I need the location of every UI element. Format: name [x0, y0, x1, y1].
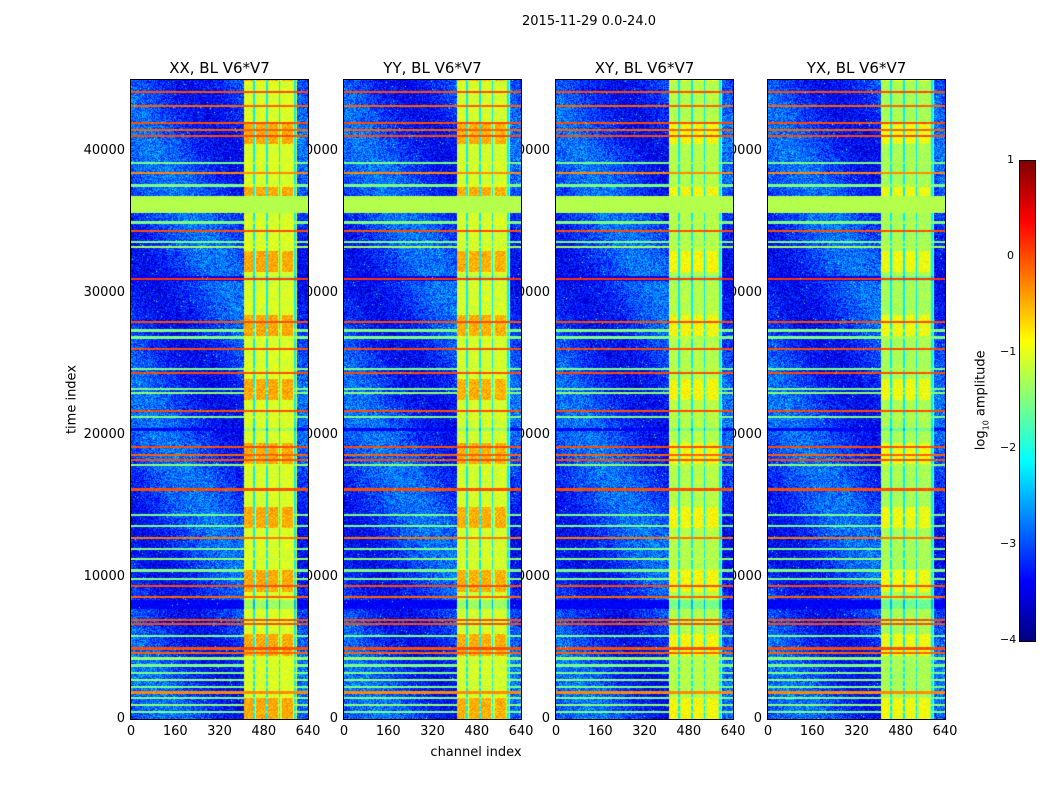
y-tick-label: 0 — [541, 711, 550, 726]
colorbar-label-sub: 10 — [981, 420, 991, 431]
x-tick-label: 0 — [551, 724, 561, 739]
x-tick-label: 160 — [799, 724, 825, 739]
x-tick-label: 320 — [207, 724, 232, 739]
heatmap-image — [344, 80, 521, 719]
panel-title: XY, BL V6*V7 — [594, 59, 695, 77]
colorbar-label-rest: amplitude — [973, 350, 989, 421]
y-tick-label: 40000 — [83, 143, 125, 158]
x-tick-label: 480 — [676, 724, 702, 739]
y-tick-label: 20000 — [83, 427, 125, 442]
colorbar-tick-label: −4 — [1000, 633, 1017, 646]
colorbar-tick-label: −3 — [1000, 537, 1017, 550]
x-tick-label: 0 — [339, 724, 349, 739]
x-tick-label: 640 — [508, 724, 534, 739]
colorbar-label-log: log — [973, 430, 989, 451]
x-tick-label: 480 — [251, 724, 277, 739]
colorbar-tick-label: −1 — [1000, 345, 1017, 358]
colorbar-label: log10 amplitude — [974, 340, 991, 460]
heatmap-panel — [130, 79, 309, 720]
panel-title: YX, BL V6*V7 — [806, 59, 907, 77]
x-tick-label: 320 — [420, 724, 445, 739]
heatmap-panel — [343, 79, 522, 720]
x-axis-label: channel index — [430, 745, 522, 760]
colorbar-tick-label: −2 — [1000, 441, 1017, 454]
x-tick-label: 0 — [126, 724, 136, 739]
y-tick-label: 0 — [116, 711, 125, 726]
x-tick-label: 160 — [162, 724, 188, 739]
x-tick-label: 160 — [587, 724, 613, 739]
x-tick-label: 320 — [632, 724, 657, 739]
x-tick-label: 640 — [720, 724, 746, 739]
heatmap-image — [556, 80, 733, 719]
colorbar-tick-label: 1 — [1007, 153, 1014, 166]
x-tick-label: 640 — [932, 724, 958, 739]
panel-title: YY, BL V6*V7 — [383, 59, 482, 77]
x-tick-label: 480 — [888, 724, 914, 739]
y-tick-label: 0 — [329, 711, 338, 726]
heatmap-panel — [767, 79, 946, 720]
y-tick-label: 30000 — [83, 285, 125, 300]
heatmap-image — [131, 80, 308, 719]
x-tick-label: 640 — [295, 724, 321, 739]
heatmap-image — [768, 80, 945, 719]
panel-title: XX, BL V6*V7 — [169, 59, 270, 77]
colorbar-tick-label: 0 — [1007, 249, 1014, 262]
x-tick-label: 160 — [375, 724, 401, 739]
y-tick-label: 0 — [753, 711, 762, 726]
y-tick-label: 10000 — [83, 569, 125, 584]
x-tick-label: 320 — [844, 724, 869, 739]
figure-suptitle: 2015-11-29 0.0-24.0 — [522, 14, 656, 29]
heatmap-panel — [555, 79, 734, 720]
colorbar — [1019, 160, 1036, 642]
x-tick-label: 0 — [763, 724, 773, 739]
x-tick-label: 480 — [464, 724, 490, 739]
